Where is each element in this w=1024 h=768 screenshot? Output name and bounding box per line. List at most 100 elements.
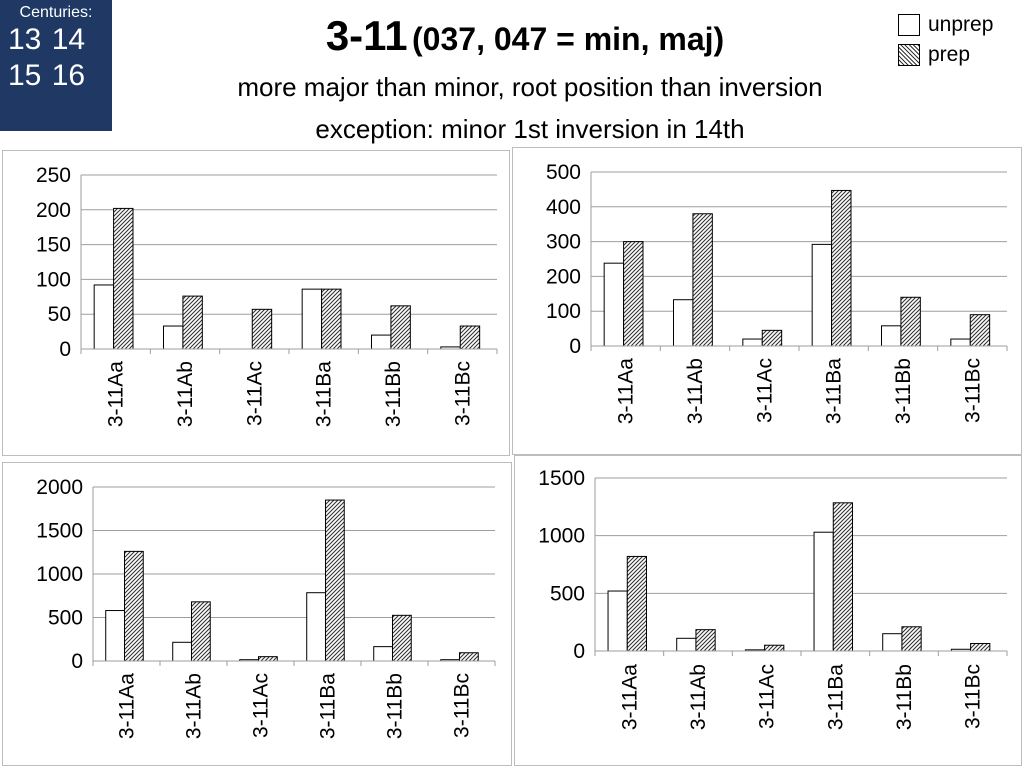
bar-prep-3-11Ab [190,601,211,662]
x-category-label: 3-11Bb [382,361,405,427]
bar-prep-3-11Aa [113,207,134,350]
x-category-label: 3-11Aa [116,673,139,739]
y-tick-label: 1500 [36,520,83,543]
y-tick-label: 200 [546,265,581,288]
y-tick-label: 1000 [36,563,83,586]
legend-swatch-unprep [898,14,920,36]
bar-unprep-3-11Bc [950,338,971,347]
legend-item-unprep: unprep [898,10,993,40]
bar-prep-3-11Ba [321,288,342,350]
x-category-label: 3-11Bb [384,673,407,739]
bar-prep-3-11Bb [390,305,411,350]
legend-label-unprep: unprep [928,13,994,36]
chart-panel-top-right: 0 100 200 300 400 500 3-11Aa 3-11Ab 3-11Ac 3-11Ba… [512,147,1022,455]
bar-unprep-3-11Aa [93,284,115,350]
bar-unprep-3-11Ac [742,338,763,347]
bar-unprep-3-11Ab [163,325,184,350]
subtitle-line-2: exception: minor 1st inversion in 14th [315,114,745,144]
bar-unprep-3-11Ab [676,637,697,652]
chart-top-right: 0 100 200 300 400 500 3-11Aa 3-11Ab 3-11Ac 3-11Ba… [546,161,1008,424]
bar-prep-3-11Bb [900,296,921,347]
bar-prep-3-11Ac [761,329,783,347]
x-category-label: 3-11Ab [684,358,707,424]
y-tick-label: 1500 [538,467,585,490]
bar-unprep-3-11Ab [172,641,192,662]
y-tick-label: 0 [59,338,71,361]
y-tick-label: 300 [546,231,581,254]
x-category-label: 3-11Ac [753,358,776,423]
x-category-label: 3-11Ba [824,664,847,730]
x-category-label: 3-11Ab [687,664,710,730]
bar-unprep-3-11Ba [301,288,323,350]
y-tick-label: 500 [550,582,585,605]
x-category-label: 3-11Ac [756,664,779,729]
bar-prep-3-11Ac [251,308,273,350]
x-category-label: 3-11Bc [451,673,474,738]
bar-prep-3-11Aa [123,550,144,662]
y-tick-label: 500 [48,607,83,630]
x-category-label: 3-11Ac [243,361,266,426]
chart-top-left: 0 50 100 150 200 250 3-11Aa 3-11Ab 3-11Ac 3-11Ba 3… [36,164,498,427]
chart-bottom-left: 0 500 1000 1500 2000 3-11Aa 3-11Ab 3-11Ac 3-11Ba… [36,476,496,739]
centuries-box: Centuries: 13 14 15 16 [0,0,112,131]
chart-bottom-right: 0 500 1000 1500 3-11Aa 3-11Ab 3-11Ac 3-11Ba 3-11… [538,467,1008,730]
subtitle-line-1: more major than minor, root position tha… [237,72,823,102]
legend: unprep prep [898,10,993,70]
x-category-label: 3-11Bc [962,664,985,729]
title-main: 3-11 [325,12,408,59]
x-category-label: 3-11Bb [893,664,916,730]
y-tick-label: 150 [36,234,71,257]
bar-unprep-3-11Bb [373,646,393,662]
bar-unprep-3-11Ba [306,592,326,662]
bar-unprep-3-11Aa [105,610,125,662]
x-category-label: 3-11Ba [317,673,340,739]
y-tick-label: 1000 [538,525,585,548]
bar-unprep-3-11Aa [607,590,628,652]
y-tick-label: 250 [36,164,71,187]
bar-prep-3-11Bb [901,626,922,652]
title-paren: (037, 047 = min, maj) [412,21,725,57]
y-tick-label: 0 [569,335,581,358]
bar-prep-3-11Bc [970,643,991,652]
x-category-label: 3-11Aa [105,361,128,427]
x-category-label: 3-11Bc [451,361,474,426]
legend-item-prep: prep [898,40,993,70]
bar-prep-3-11Bc [969,314,991,347]
bar-unprep-3-11Aa [603,262,625,347]
bar-unprep-3-11Ba [813,531,834,652]
bar-unprep-3-11Bb [881,325,902,347]
x-category-label: 3-11Ba [313,361,336,427]
centuries-row-1: 13 14 [8,23,86,56]
bar-unprep-3-11Ba [811,243,833,347]
legend-label-prep: prep [928,43,971,66]
y-tick-label: 100 [36,268,71,291]
bar-prep-3-11Ab [695,629,716,652]
x-category-label: 3-11Ba [823,358,846,424]
centuries-row-2: 15 16 [8,59,86,92]
y-tick-label: 2000 [36,476,83,499]
x-category-label: 3-11Aa [618,664,641,730]
bar-prep-3-11Ab [692,213,713,347]
centuries-caption: Centuries: [19,4,93,21]
bar-unprep-3-11Ab [673,299,694,347]
bar-unprep-3-11Bb [371,334,392,350]
x-category-label: 3-11Ac [250,673,273,738]
bar-prep-3-11Ac [257,656,278,662]
x-category-label: 3-11Bb [892,358,915,424]
slide-title: 3-11 (037, 047 = min, maj) [140,12,910,60]
bar-prep-3-11Ab [182,295,203,350]
chart-panel-top-left: 0 50 100 150 200 250 3-11Aa 3-11Ab 3-11Ac 3-11Ba 3… [2,150,510,456]
bar-prep-3-11Ba [831,189,852,347]
bar-prep-3-11Ba [832,502,854,652]
y-tick-label: 0 [71,650,83,673]
chart-panel-bottom-left: 0 500 1000 1500 2000 3-11Aa 3-11Ab 3-11Ac 3-11Ba… [2,462,512,766]
y-tick-label: 100 [546,300,581,323]
x-category-label: 3-11Ab [174,361,197,427]
bar-prep-3-11Ac [764,644,785,652]
bar-prep-3-11Bb [391,614,412,662]
y-tick-label: 400 [546,196,581,219]
bar-unprep-3-11Bb [882,633,903,652]
y-tick-label: 200 [36,199,71,222]
bar-prep-3-11Bc [459,325,481,350]
bar-prep-3-11Bc [458,652,479,662]
